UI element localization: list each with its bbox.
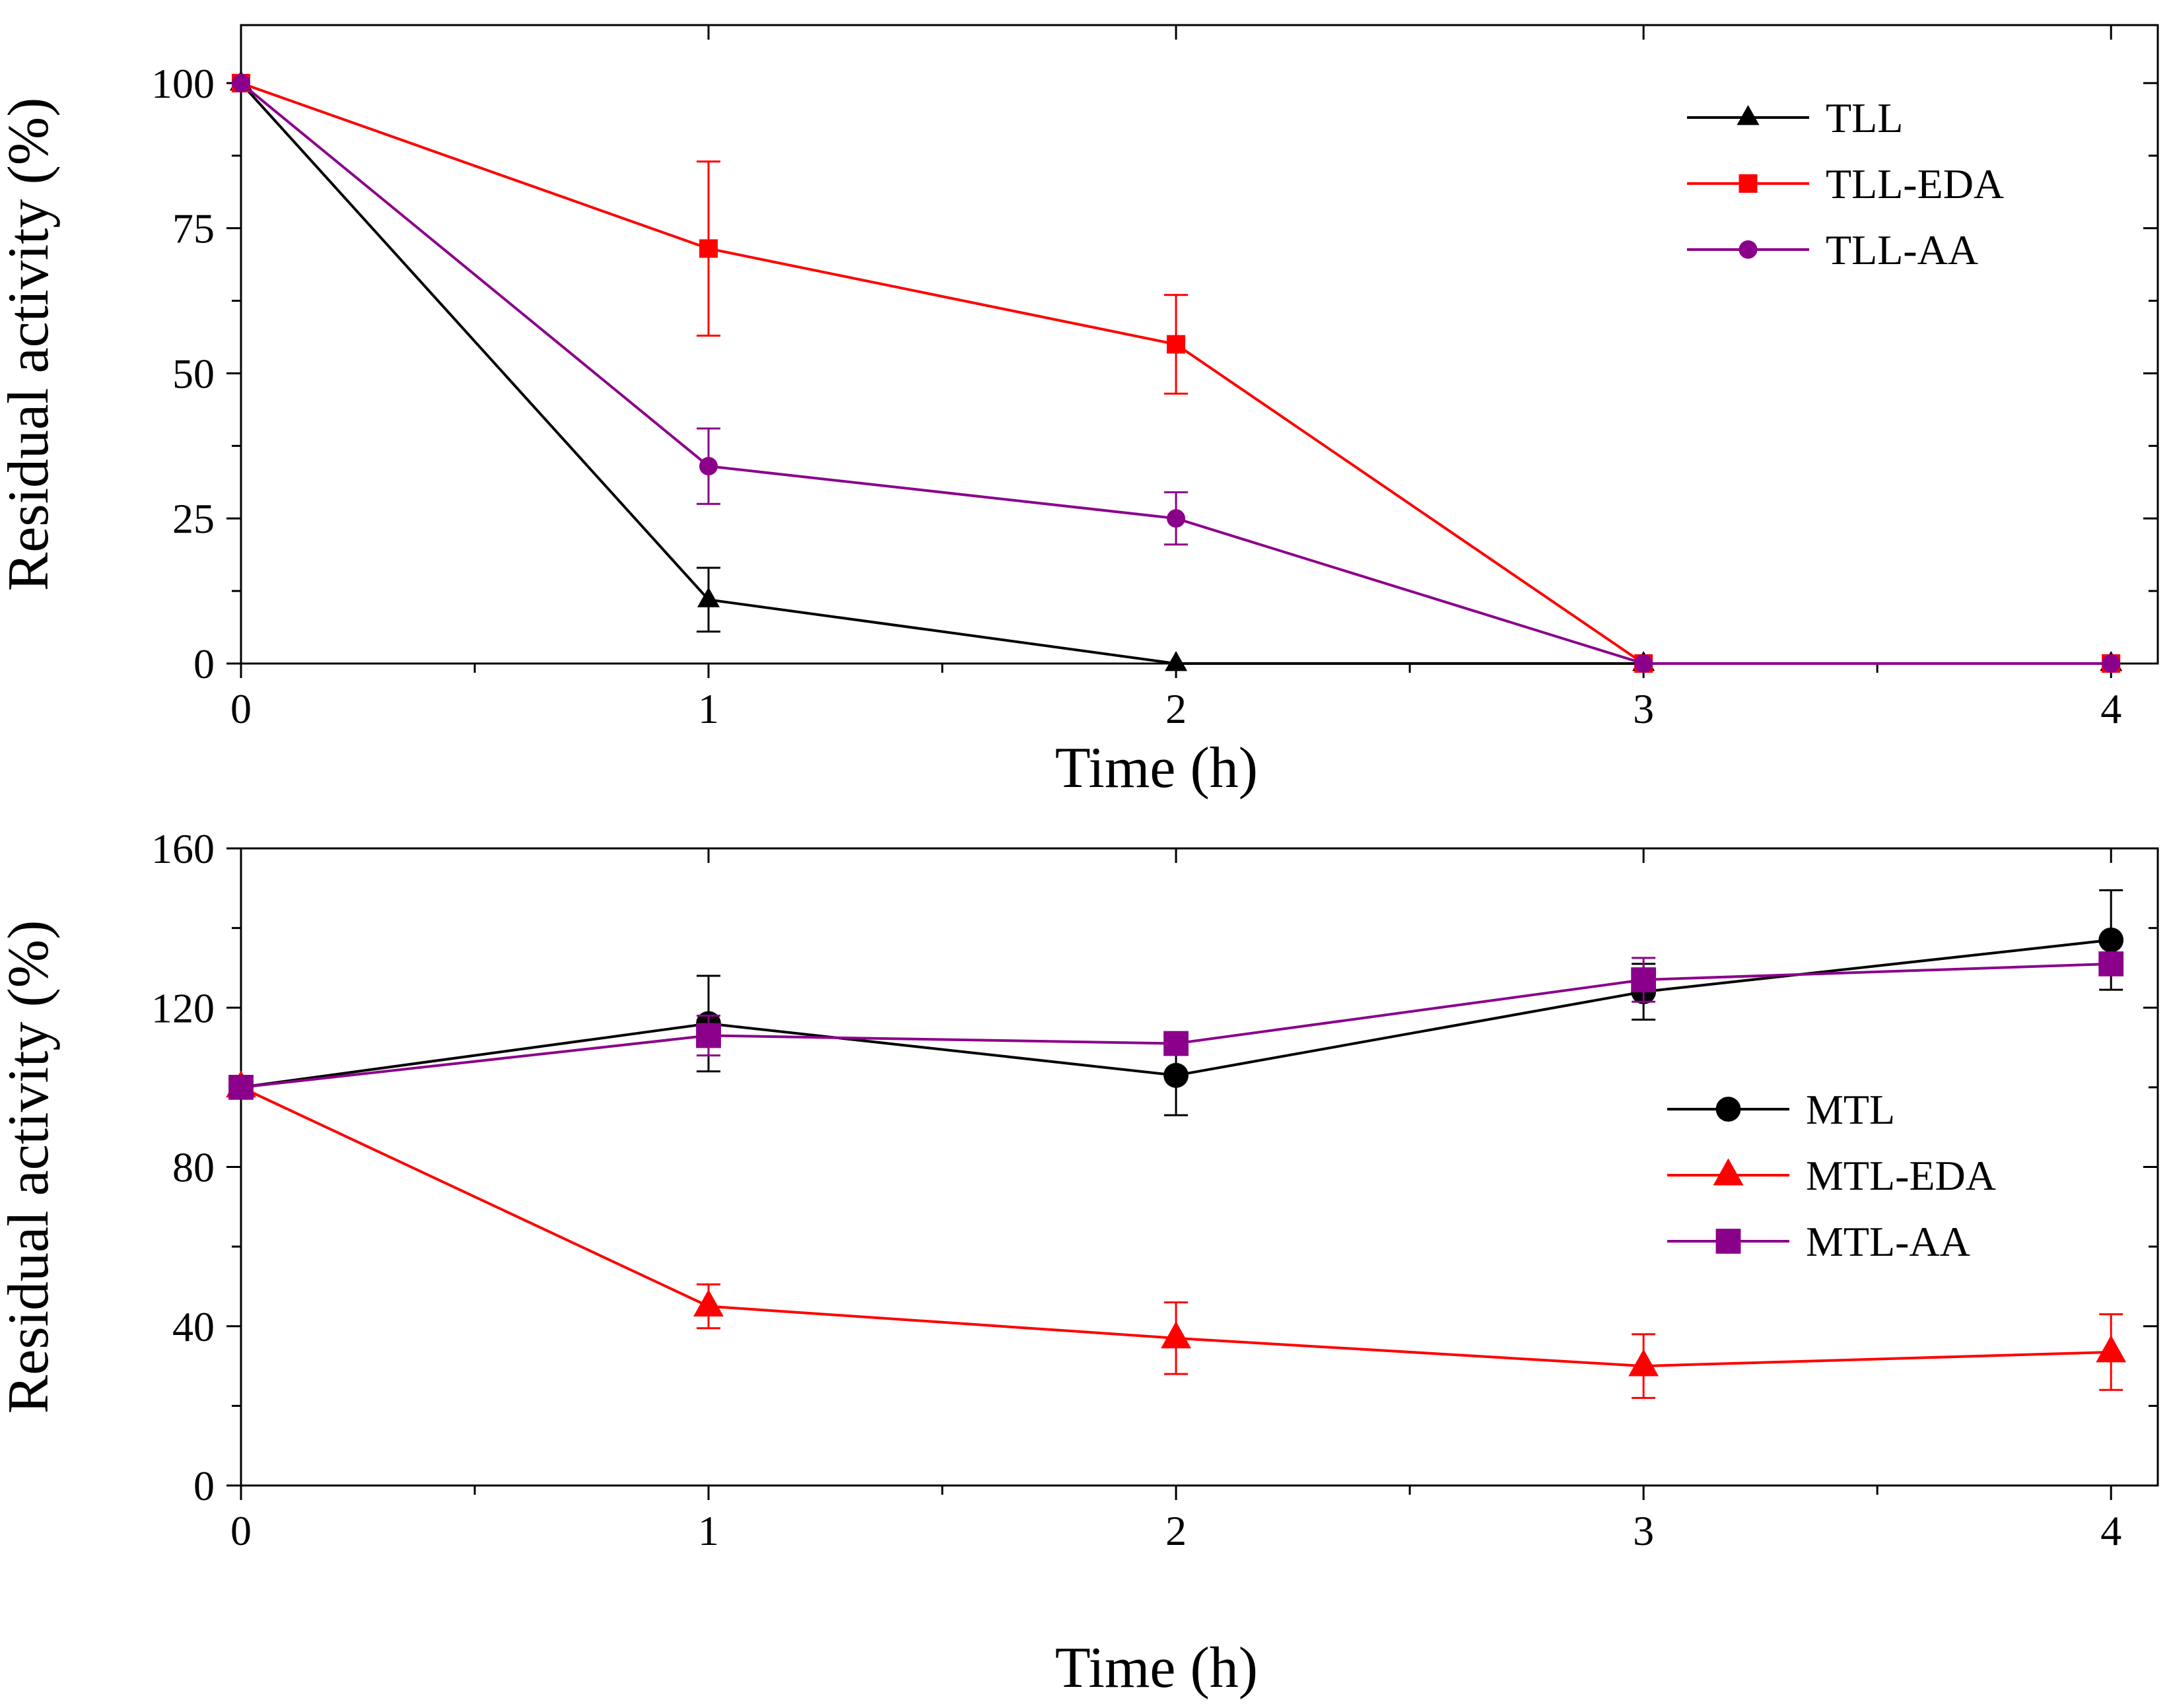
data-point-mtl: [1163, 1062, 1189, 1088]
data-point-mtl-aa: [1163, 1031, 1189, 1056]
data-point-tll-aa: [1634, 654, 1653, 673]
legend-entry-mtl-aa: MTL-AA: [1667, 1218, 1970, 1265]
y-tick-label: 80: [172, 1144, 215, 1191]
legend-entry-mtl: MTL: [1667, 1086, 1895, 1133]
x-tick-label: 2: [1165, 685, 1187, 732]
y-tick-label: 0: [193, 1462, 215, 1509]
data-point-mtl-aa: [2098, 951, 2124, 976]
data-point-tll-aa: [1167, 509, 1186, 528]
data-point-mtl-eda: [2096, 1335, 2127, 1363]
x-axis-title: Time (h): [1055, 736, 1258, 800]
data-point-mtl-aa: [696, 1023, 721, 1048]
legend-label: TLL-EDA: [1826, 160, 2004, 207]
x-tick-label: 4: [2100, 685, 2121, 732]
x-tick-label: 0: [230, 685, 252, 732]
y-tick-label: 0: [193, 640, 215, 687]
x-tick-label: 3: [1633, 685, 1654, 732]
legend-marker-tll-eda: [1739, 174, 1758, 193]
y-tick-label: 40: [172, 1303, 215, 1350]
y-tick-label: 100: [151, 60, 215, 107]
data-point-mtl-eda: [1628, 1349, 1659, 1377]
x-tick-label: 0: [230, 1507, 252, 1554]
x-tick-label: 1: [698, 1507, 719, 1554]
x-tick-label: 3: [1633, 1507, 1654, 1554]
legend-label: TLL-AA: [1826, 226, 1978, 273]
legend-marker-mtl: [1715, 1097, 1741, 1122]
data-point-tll-aa: [699, 457, 718, 476]
legend-entry-tll-aa: TLL-AA: [1687, 226, 1978, 273]
data-point-mtl-aa: [228, 1074, 254, 1100]
y-axis-title: Residual activity (%): [0, 98, 61, 592]
legend-entry-tll-eda: TLL-EDA: [1687, 160, 2004, 207]
x-tick-label: 2: [1165, 1507, 1187, 1554]
data-point-tll-eda: [699, 239, 718, 258]
series-mtl-aa: [228, 951, 2124, 1100]
legend-marker-tll: [1737, 105, 1760, 125]
legend-entry-tll: TLL: [1687, 94, 1903, 141]
data-point-mtl-eda: [1161, 1321, 1192, 1349]
y-tick-label: 75: [172, 205, 215, 252]
data-point-tll: [1165, 651, 1188, 671]
data-point-mtl-aa: [1631, 967, 1657, 992]
legend-marker-mtl-aa: [1715, 1229, 1741, 1254]
y-tick-label: 25: [172, 495, 215, 542]
legend-label: TLL: [1826, 94, 1903, 141]
legend-label: MTL-EDA: [1806, 1152, 1996, 1199]
data-point-tll: [697, 587, 720, 607]
x-tick-label: 4: [2100, 1507, 2121, 1554]
series-mtl: [228, 889, 2124, 1116]
legend-marker-mtl-eda: [1713, 1158, 1744, 1186]
y-tick-label: 50: [172, 350, 215, 397]
data-point-mtl-eda: [693, 1289, 724, 1316]
y-tick-label: 160: [151, 825, 215, 872]
series-tll-aa: [232, 73, 2121, 673]
panel-top: 0 1 2 3 4 0 25 50 75 100 Time (h) Residual activity…: [0, 24, 2159, 800]
legend-marker-tll-aa: [1739, 240, 1758, 259]
data-point-tll-aa: [2102, 654, 2121, 673]
data-point-tll-eda: [1167, 335, 1186, 354]
legend-entry-mtl-eda: MTL-EDA: [1667, 1152, 1996, 1199]
y-tick-label: 120: [151, 984, 215, 1031]
data-point-tll-aa: [232, 73, 250, 92]
x-axis-title: Time (h): [1055, 1636, 1258, 1700]
legend-label: MTL-AA: [1806, 1218, 1970, 1265]
legend-label: MTL: [1806, 1086, 1895, 1133]
data-point-mtl: [2098, 927, 2124, 953]
y-axis-title: Residual activity (%): [0, 920, 61, 1414]
x-tick-label: 1: [698, 685, 719, 732]
